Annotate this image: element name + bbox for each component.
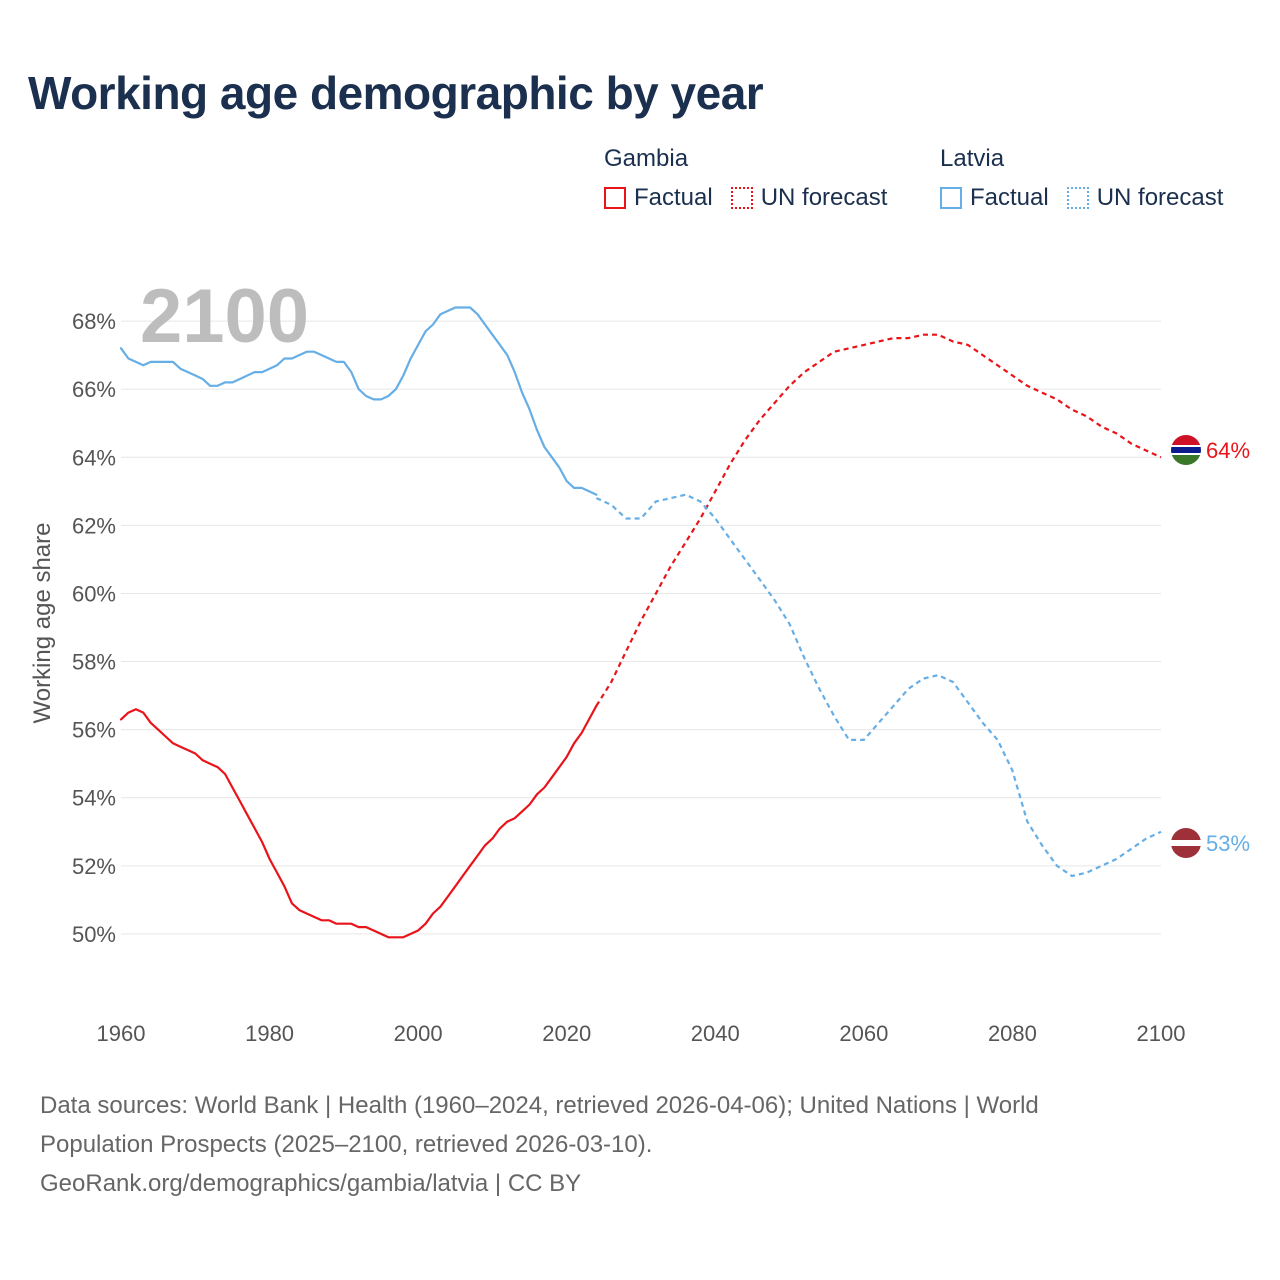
y-tick-label: 56% — [72, 718, 116, 743]
legend-swatch-solid-icon — [604, 187, 626, 209]
latvia-flag-icon — [1171, 828, 1201, 858]
x-tick-label: 2000 — [394, 1021, 443, 1046]
gambia-flag-icon — [1171, 435, 1201, 465]
x-tick-label: 2080 — [988, 1021, 1037, 1046]
legend-label: UN forecast — [1096, 184, 1224, 211]
latvia-factual-line — [119, 306, 598, 496]
data-source-note: Data sources: World Bank | Health (1960–… — [40, 1086, 1220, 1203]
legend-gambia-factual[interactable]: Factual — [604, 184, 713, 212]
y-axis-label: Working age share — [29, 523, 56, 724]
legend-swatch-dotted-icon — [730, 187, 753, 209]
source-line-1: Data sources: World Bank | Health (1960–… — [40, 1092, 1039, 1119]
legend-group-name: Latvia — [940, 145, 1005, 172]
y-axis-ticks: 50% 52% 54% 56% 58% 60% 62% 64% 66% 68% — [72, 309, 116, 947]
legend-group-name: Gambia — [604, 145, 689, 172]
legend-swatch-solid-icon — [940, 187, 962, 209]
y-tick-label: 62% — [72, 513, 116, 538]
y-tick-label: 52% — [72, 854, 116, 879]
x-tick-label: 1980 — [245, 1021, 294, 1046]
gambia-end-label: 64% — [1206, 438, 1250, 463]
gambia-factual-line — [119, 704, 598, 939]
year-watermark: 2100 — [140, 274, 309, 359]
y-tick-label: 68% — [72, 309, 116, 334]
grid-lines — [121, 320, 1161, 935]
legend-label: Factual — [970, 184, 1049, 211]
chart-title: Working age demographic by year — [28, 67, 764, 119]
source-line-2: Population Prospects (2025–2100, retriev… — [40, 1131, 653, 1158]
y-tick-label: 60% — [72, 581, 116, 606]
y-tick-label: 54% — [72, 786, 116, 811]
latvia-end-label: 53% — [1206, 831, 1250, 856]
legend-gambia: Gambia Factual UN forecast — [604, 144, 887, 218]
x-tick-label: 2100 — [1137, 1021, 1186, 1046]
legend-latvia: Latvia Factual UN forecast — [940, 144, 1223, 218]
x-tick-label: 2040 — [691, 1021, 740, 1046]
line-chart: 2100 50% 52% 54% 56% 58% 60% 62% 64% 66% 68% 1960… — [29, 274, 1250, 1046]
legend-gambia-forecast[interactable]: UN forecast — [730, 184, 888, 212]
y-tick-label: 64% — [72, 445, 116, 470]
x-tick-label: 1960 — [97, 1021, 146, 1046]
series-lines — [119, 306, 1162, 939]
legend-latvia-forecast[interactable]: UN forecast — [1066, 184, 1224, 212]
y-tick-label: 66% — [72, 377, 116, 402]
x-tick-label: 2020 — [542, 1021, 591, 1046]
source-line-3[interactable]: GeoRank.org/demographics/gambia/latvia |… — [40, 1170, 582, 1197]
gambia-forecast-line — [595, 333, 1162, 707]
x-axis-ticks: 1960 1980 2000 2020 2040 2060 2080 2100 — [97, 1021, 1186, 1046]
legend-label: UN forecast — [760, 184, 888, 211]
x-tick-label: 2060 — [839, 1021, 888, 1046]
latvia-forecast-line — [595, 493, 1162, 878]
legend-latvia-factual[interactable]: Factual — [940, 184, 1049, 212]
legend-swatch-dotted-icon — [1066, 187, 1089, 209]
legend-label: Factual — [634, 184, 713, 211]
end-markers — [1171, 435, 1201, 858]
y-tick-label: 58% — [72, 650, 116, 675]
y-tick-label: 50% — [72, 922, 116, 947]
